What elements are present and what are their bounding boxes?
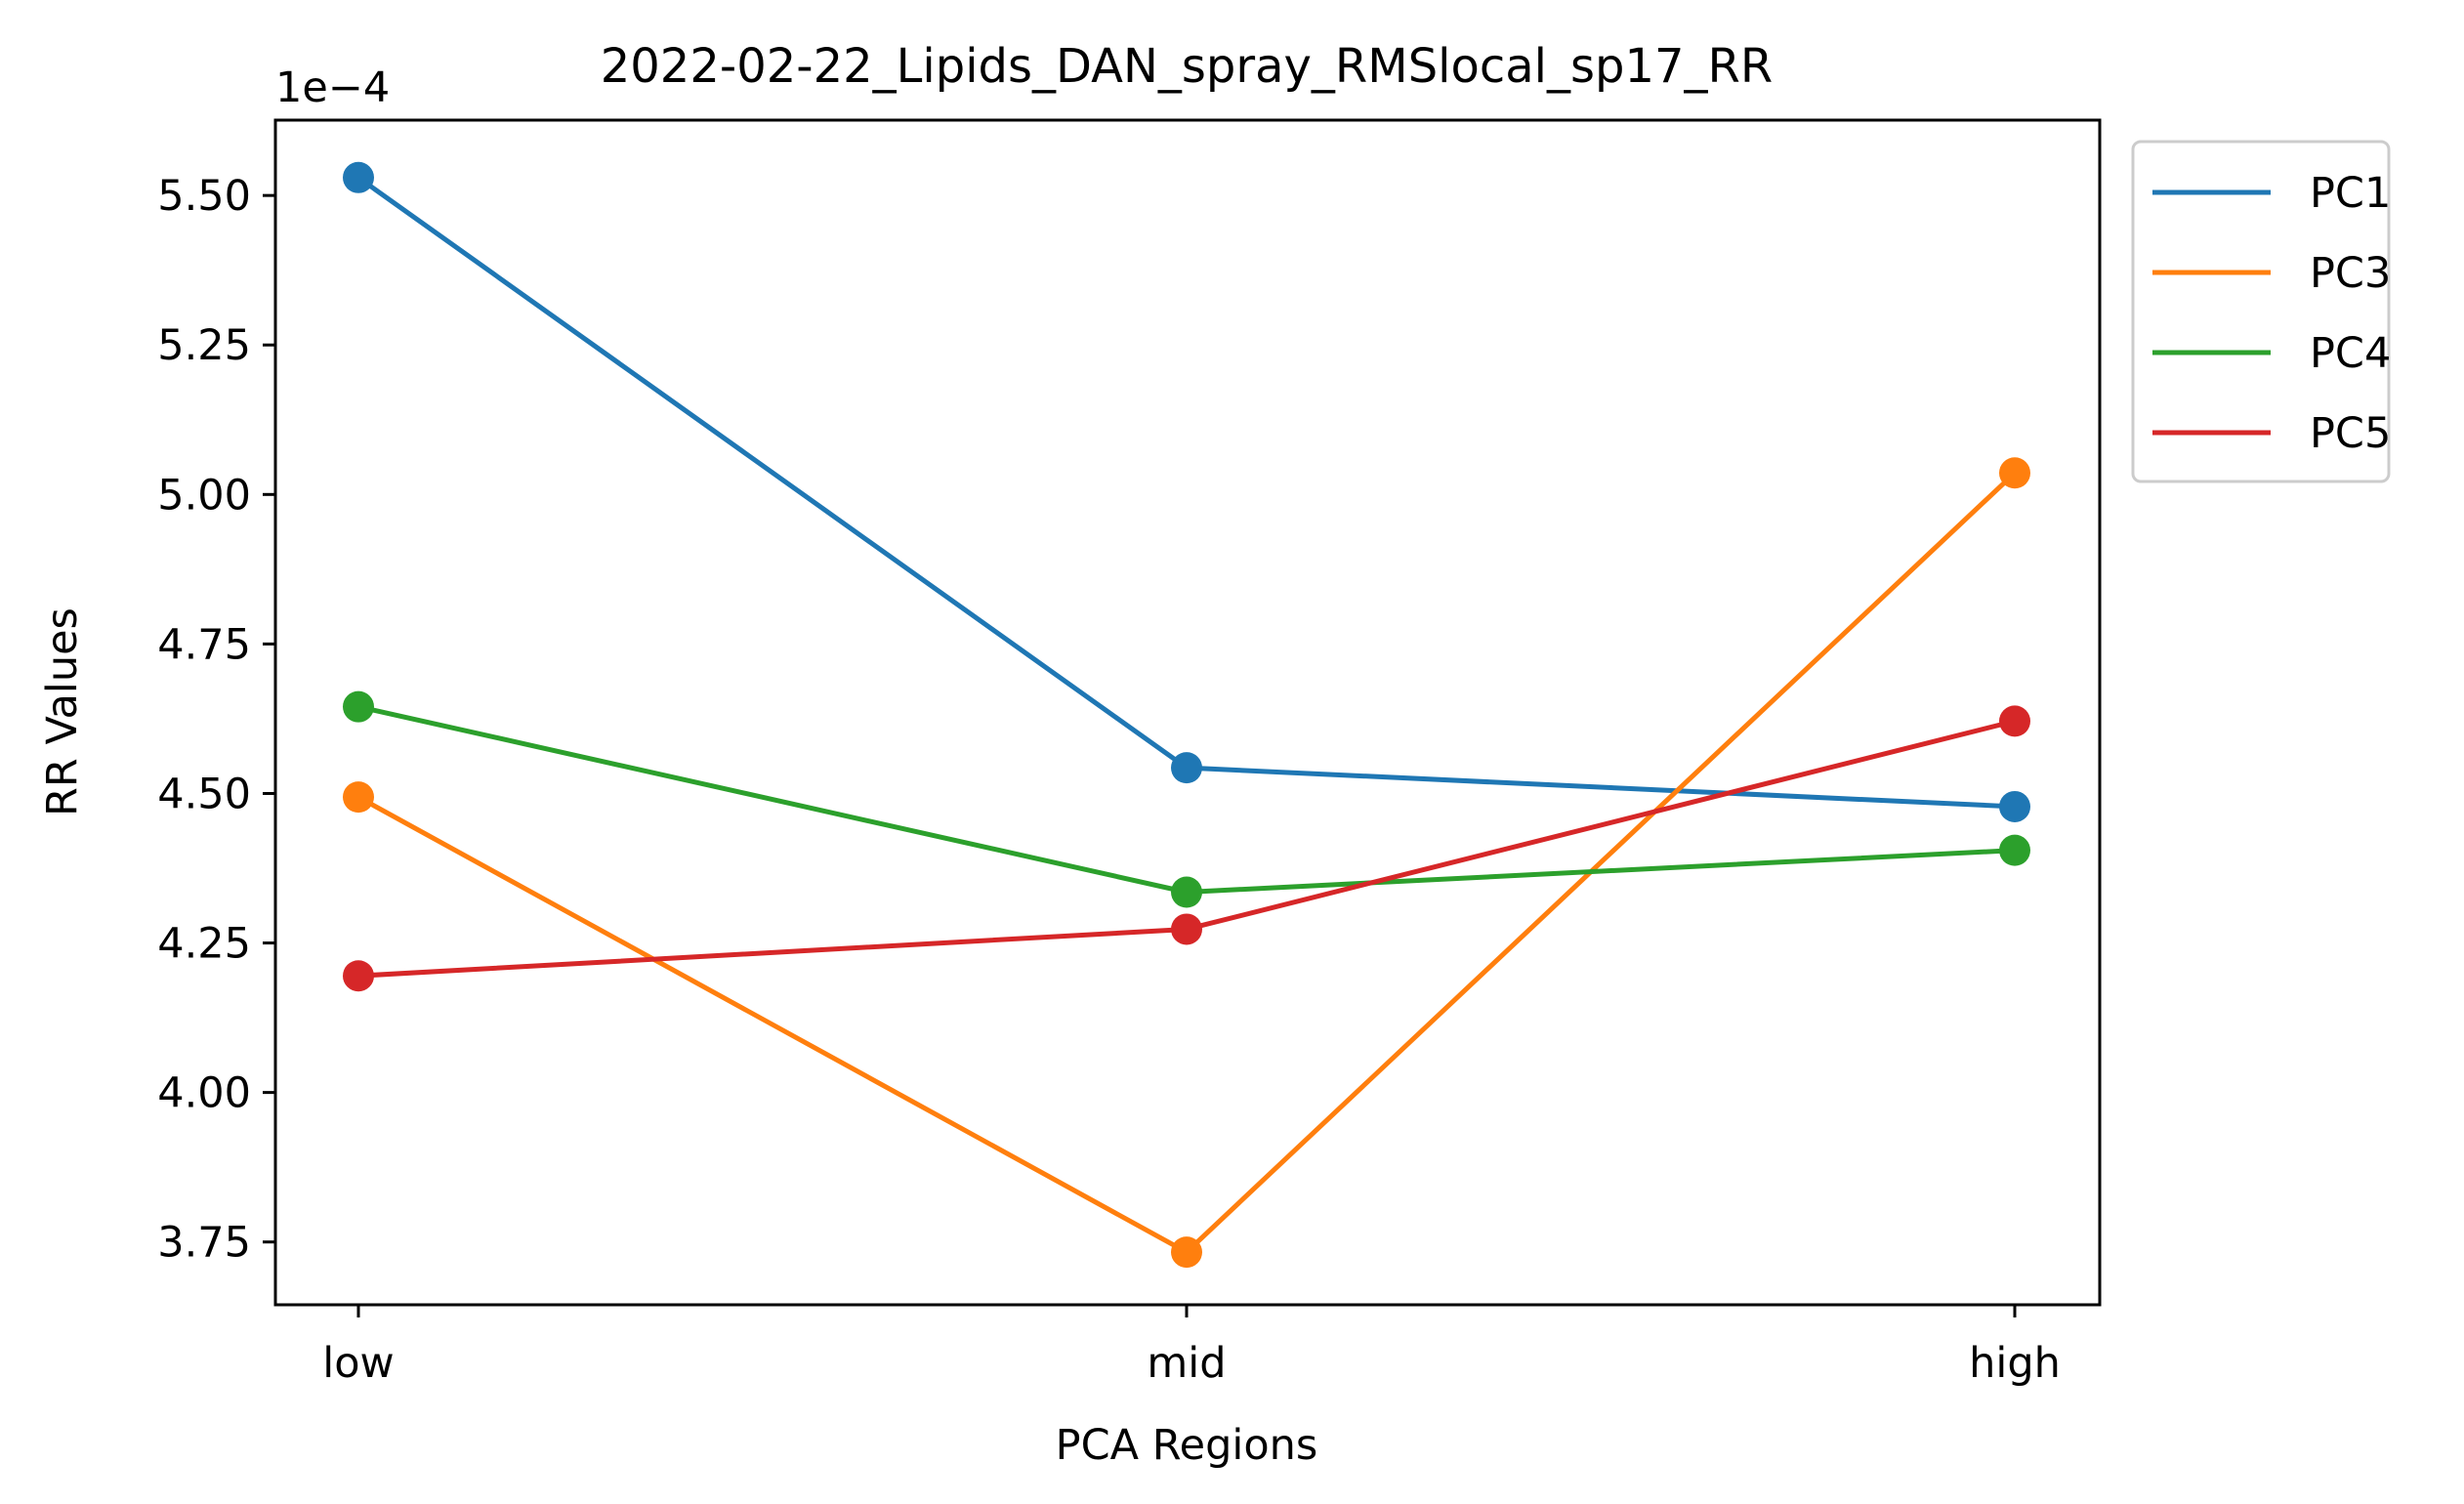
legend-item-pc1: PC1 [2152,169,2391,218]
y-tick-label: 5.00 [157,471,251,520]
data-point [1999,834,2030,866]
y-tick-label: 4.75 [157,620,251,669]
y-tick-label: 5.25 [157,321,251,370]
data-point [1171,752,1202,784]
x-axis: low mid high [322,1305,2061,1388]
data-point [343,690,374,723]
plot-frame [273,118,2102,1307]
y-axis-offset-label: 1e−4 [275,63,390,112]
y-tick-label: 5.50 [157,172,251,221]
legend-label: PC1 [2310,169,2391,218]
y-tick-label: 4.00 [157,1069,251,1118]
legend-label: PC5 [2310,409,2391,458]
legend-item-pc5: PC5 [2152,409,2391,458]
legend: PC1 PC3 PC4 PC5 [2131,140,2391,483]
legend-item-pc3: PC3 [2152,249,2391,298]
series-pc1 [343,161,2030,822]
data-point [1171,913,1202,945]
y-tick-label: 4.25 [157,920,251,969]
data-point [1999,705,2030,737]
series-pc4 [343,690,2030,908]
legend-label: PC4 [2310,329,2391,378]
legend-box [2131,140,2391,483]
data-point [1999,457,2030,489]
data-point [1999,790,2030,822]
y-tick-label: 3.75 [157,1219,251,1268]
data-point [1171,876,1202,908]
plot-area [343,161,2030,1269]
x-tick-label: mid [1147,1339,1226,1388]
legend-item-pc4: PC4 [2152,329,2391,378]
data-point [343,781,374,814]
series-pc5 [343,705,2030,992]
chart-title: 2022-02-22_Lipids_DAN_spray_RMSlocal_sp1… [601,39,1774,94]
y-axis: 3.75 4.00 4.25 4.50 4.75 5.00 5.25 5.50 [157,172,275,1268]
x-axis-label: PCA Regions [1056,1421,1318,1470]
series-line [357,704,2016,896]
x-tick-label: low [322,1339,394,1388]
data-point [1171,1236,1202,1269]
y-tick-label: 4.50 [157,770,251,818]
y-axis-label: RR Values [38,607,87,816]
series-line [356,175,2016,810]
legend-label: PC3 [2310,249,2391,298]
data-point [343,161,374,193]
x-tick-label: high [1969,1339,2061,1388]
series-pc3 [343,457,2030,1269]
data-point [343,960,374,992]
